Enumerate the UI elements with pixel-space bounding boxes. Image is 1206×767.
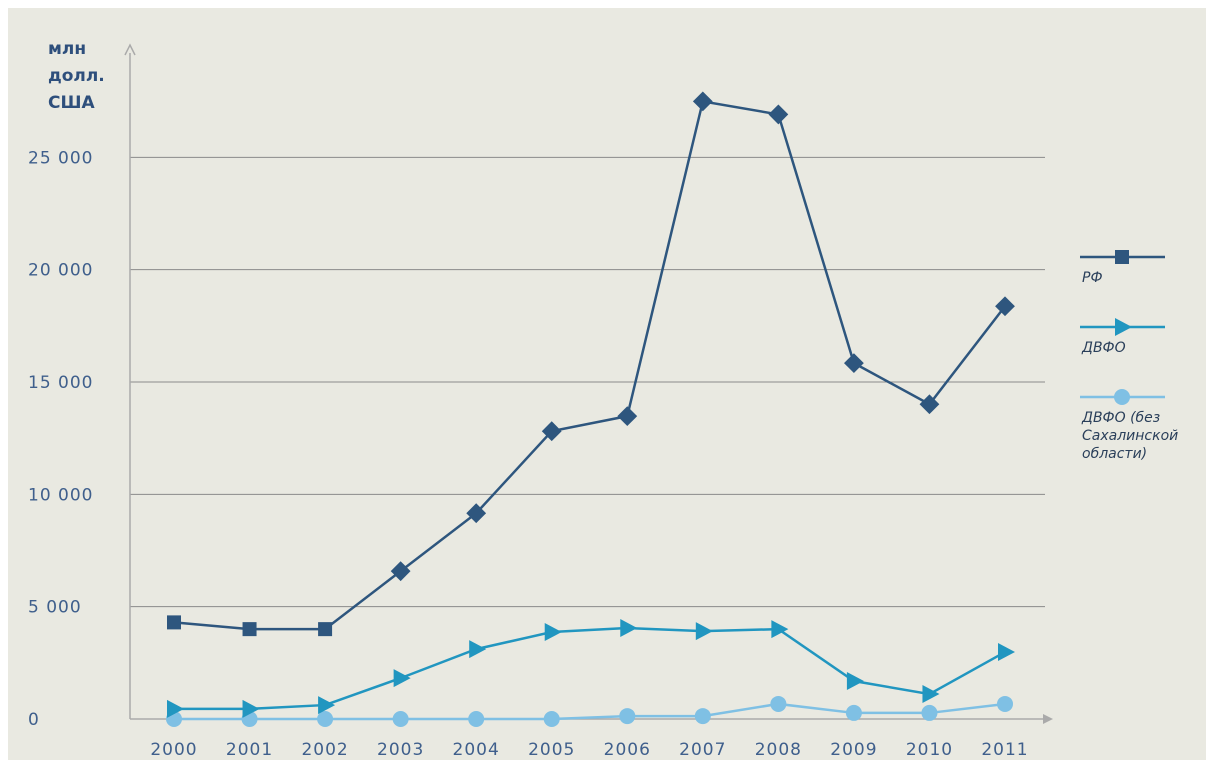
marker [619,708,636,725]
y-axis-arrow [124,43,136,56]
marker [997,695,1013,712]
x-tick-label: 2003 [377,740,424,760]
y-tick-label: 15 000 [28,373,93,393]
panel [8,8,1206,760]
series-line [174,626,1006,711]
y-axis-label: млн долл. США [48,39,105,113]
legend-marker [1115,318,1132,336]
marker [167,615,181,630]
legend-label: РФ [1082,270,1103,286]
marker [844,353,864,374]
marker [167,699,184,718]
x-tick-label: 2005 [528,740,575,760]
marker [242,622,257,637]
marker [468,711,485,727]
marker [392,711,409,727]
x-tick-label: 2007 [679,740,726,760]
x-tick-label: 2006 [604,740,651,760]
marker [695,622,713,641]
marker [393,669,411,688]
marker [919,394,940,415]
marker [922,685,940,704]
marker [845,704,862,721]
marker [617,406,638,427]
legend-marker [1115,250,1129,264]
marker [318,696,336,715]
series-line [174,702,1006,721]
marker [620,619,638,638]
x-tick-label: 2009 [830,740,877,760]
y-tick-label: 10 000 [28,485,93,505]
marker [541,421,562,442]
marker [543,711,560,727]
x-tick-label: 2000 [150,740,197,760]
x-tick-label: 2011 [981,740,1028,760]
marker [242,699,260,718]
x-tick-label: 2001 [226,740,273,760]
marker [694,708,711,725]
x-tick-label: 2008 [755,740,802,760]
marker [995,296,1015,317]
marker [390,561,411,582]
y-tick-label: 20 000 [28,261,93,281]
y-tick-label: 0 [28,710,40,730]
marker [317,711,334,727]
legend-marker [1114,389,1130,405]
x-tick-label: 2010 [906,740,953,760]
x-tick-label: 2002 [301,740,348,760]
marker [544,623,562,642]
series-line [173,99,1006,631]
marker [466,503,487,524]
marker [921,704,938,721]
marker [846,672,864,691]
marker [469,640,487,659]
marker [770,695,787,712]
marker [771,620,789,639]
marker [318,622,333,637]
x-tick-label: 2004 [453,740,500,760]
legend-label: ДВФО [1082,340,1126,356]
y-tick-label: 25 000 [28,148,93,168]
marker [998,643,1015,662]
x-axis-arrow [1043,714,1053,724]
y-tick-label: 5 000 [28,598,82,618]
legend-label: ДВФО (без Сахалинской области) [1082,410,1179,462]
